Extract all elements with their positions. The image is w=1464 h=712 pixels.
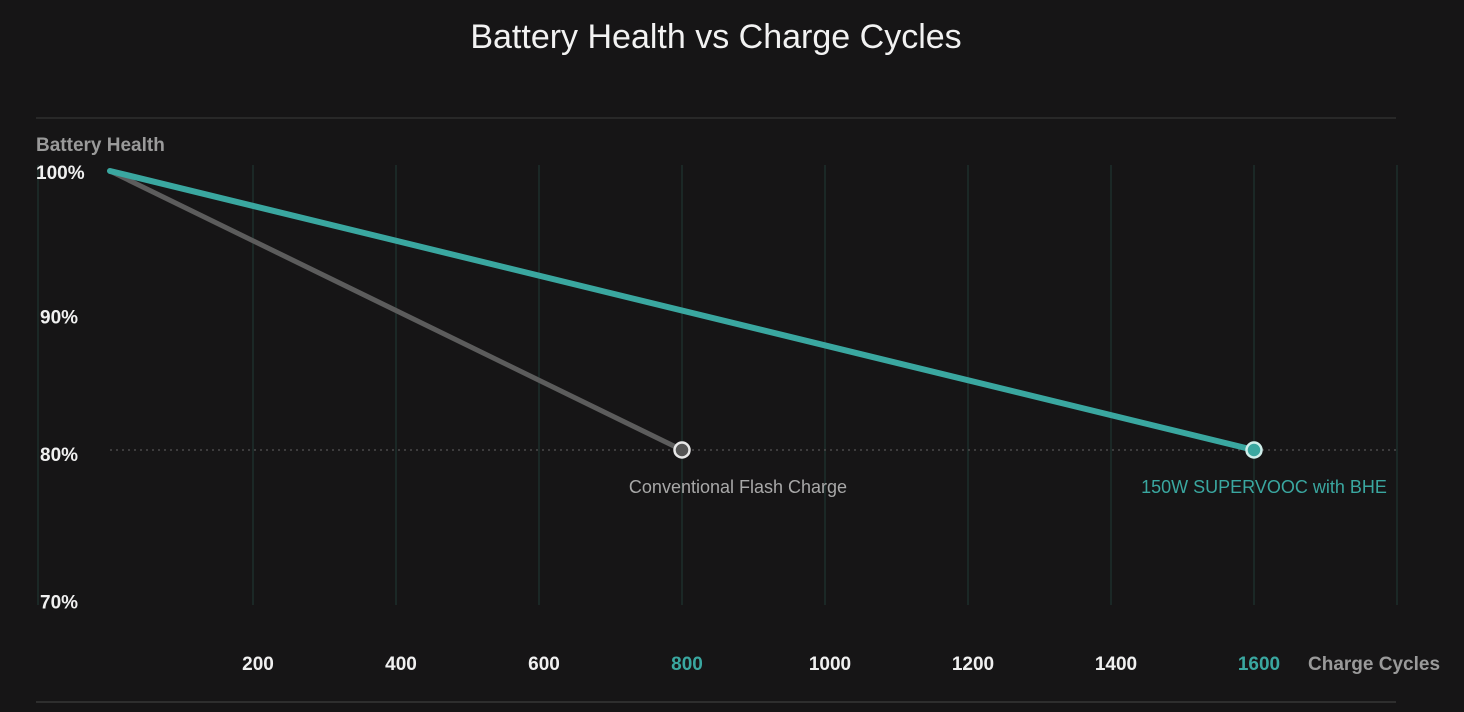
- x-tick-label: 1400: [1095, 654, 1137, 675]
- y-axis-label: Battery Health: [36, 135, 165, 156]
- end-point-marker: [1245, 441, 1263, 459]
- x-tick-label: 200: [242, 654, 274, 675]
- end-point-marker: [673, 441, 691, 459]
- chart-title: Battery Health vs Charge Cycles: [470, 18, 961, 56]
- series-annotation: Conventional Flash Charge: [629, 477, 847, 497]
- y-tick-label: 80%: [40, 445, 78, 466]
- series-line: [107, 168, 685, 453]
- y-tick-label: 70%: [40, 593, 78, 614]
- x-tick-label: 1600: [1238, 654, 1280, 675]
- series-annotation: 150W SUPERVOOC with BHE: [1141, 477, 1387, 497]
- x-tick-label: 1000: [809, 654, 851, 675]
- x-tick-label: 800: [671, 654, 703, 675]
- x-tick-label: 1200: [952, 654, 994, 675]
- x-tick-label: 600: [528, 654, 560, 675]
- y-tick-label: 90%: [40, 308, 78, 329]
- x-tick-label: 400: [385, 654, 417, 675]
- series-line: [107, 168, 1257, 453]
- x-axis-label: Charge Cycles: [1308, 654, 1440, 675]
- y-tick-label: 100%: [36, 163, 85, 184]
